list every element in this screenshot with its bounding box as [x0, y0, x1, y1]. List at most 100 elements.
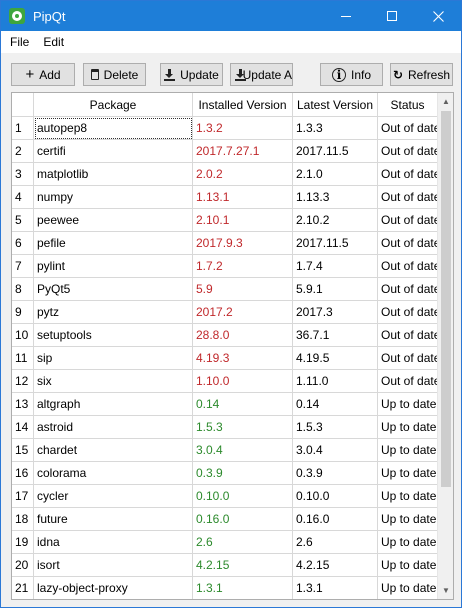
latest-version-cell[interactable]: 1.13.3 [293, 186, 378, 209]
refresh-button[interactable]: ↻ Refresh [390, 63, 453, 86]
installed-version-cell[interactable]: 1.3.2 [193, 117, 293, 140]
table-row[interactable]: 12 six 1.10.0 1.11.0 Out of date [12, 370, 438, 393]
add-button[interactable]: + Add [11, 63, 75, 86]
installed-version-cell[interactable]: 3.0.4 [193, 439, 293, 462]
vertical-scrollbar[interactable]: ▲ ▼ [437, 93, 453, 599]
close-button[interactable] [415, 1, 461, 31]
installed-version-cell[interactable]: 2017.9.3 [193, 232, 293, 255]
package-name-cell[interactable]: chardet [34, 439, 193, 462]
installed-version-cell[interactable]: 0.10.0 [193, 485, 293, 508]
status-cell[interactable]: Up to date [378, 531, 438, 554]
installed-version-cell[interactable]: 5.9 [193, 278, 293, 301]
installed-version-cell[interactable]: 2.6 [193, 531, 293, 554]
table-row[interactable]: 3 matplotlib 2.0.2 2.1.0 Out of date [12, 163, 438, 186]
status-cell[interactable]: Out of date [378, 232, 438, 255]
package-table[interactable]: Package Installed Version Latest Version… [11, 92, 454, 600]
latest-version-cell[interactable]: 1.11.0 [293, 370, 378, 393]
installed-version-cell[interactable]: 0.16.0 [193, 508, 293, 531]
package-name-cell[interactable]: idna [34, 531, 193, 554]
table-row[interactable]: 8 PyQt5 5.9 5.9.1 Out of date [12, 278, 438, 301]
package-name-cell[interactable]: six [34, 370, 193, 393]
latest-version-cell[interactable]: 3.0.4 [293, 439, 378, 462]
table-row[interactable]: 16 colorama 0.3.9 0.3.9 Up to date [12, 462, 438, 485]
latest-version-cell[interactable]: 5.9.1 [293, 278, 378, 301]
latest-version-cell[interactable]: 36.7.1 [293, 324, 378, 347]
package-name-cell[interactable]: certifi [34, 140, 193, 163]
status-cell[interactable]: Out of date [378, 209, 438, 232]
latest-version-cell[interactable]: 2.6 [293, 531, 378, 554]
installed-version-cell[interactable]: 1.3.1 [193, 577, 293, 599]
installed-version-cell[interactable]: 1.10.0 [193, 370, 293, 393]
package-name-cell[interactable]: setuptools [34, 324, 193, 347]
package-name-cell[interactable]: pytz [34, 301, 193, 324]
package-name-cell[interactable]: altgraph [34, 393, 193, 416]
latest-version-cell[interactable]: 2.1.0 [293, 163, 378, 186]
status-cell[interactable]: Up to date [378, 416, 438, 439]
package-name-cell[interactable]: PyQt5 [34, 278, 193, 301]
status-cell[interactable]: Out of date [378, 324, 438, 347]
package-name-cell[interactable]: numpy [34, 186, 193, 209]
status-cell[interactable]: Out of date [378, 255, 438, 278]
table-row[interactable]: 14 astroid 1.5.3 1.5.3 Up to date [12, 416, 438, 439]
table-row[interactable]: 4 numpy 1.13.1 1.13.3 Out of date [12, 186, 438, 209]
status-cell[interactable]: Up to date [378, 554, 438, 577]
installed-version-cell[interactable]: 28.8.0 [193, 324, 293, 347]
latest-version-cell[interactable]: 1.7.4 [293, 255, 378, 278]
status-cell[interactable]: Up to date [378, 485, 438, 508]
installed-version-cell[interactable]: 2017.2 [193, 301, 293, 324]
package-name-cell[interactable]: autopep8 [34, 117, 193, 140]
table-row[interactable]: 18 future 0.16.0 0.16.0 Up to date [12, 508, 438, 531]
scroll-up-icon[interactable]: ▲ [442, 97, 450, 106]
status-cell[interactable]: Out of date [378, 186, 438, 209]
table-row[interactable]: 2 certifi 2017.7.27.1 2017.11.5 Out of date [12, 140, 438, 163]
menu-edit[interactable]: Edit [43, 35, 65, 49]
status-cell[interactable]: Out of date [378, 140, 438, 163]
latest-version-cell[interactable]: 1.3.1 [293, 577, 378, 599]
installed-version-cell[interactable]: 2.0.2 [193, 163, 293, 186]
package-name-cell[interactable]: astroid [34, 416, 193, 439]
package-name-cell[interactable]: lazy-object-proxy [34, 577, 193, 599]
table-row[interactable]: 6 pefile 2017.9.3 2017.11.5 Out of date [12, 232, 438, 255]
update-button[interactable]: Update [160, 63, 223, 86]
update-all-button[interactable]: Update A [230, 63, 293, 86]
table-row[interactable]: 20 isort 4.2.15 4.2.15 Up to date [12, 554, 438, 577]
status-cell[interactable]: Up to date [378, 393, 438, 416]
status-cell[interactable]: Out of date [378, 370, 438, 393]
installed-version-cell[interactable]: 1.7.2 [193, 255, 293, 278]
installed-version-cell[interactable]: 2.10.1 [193, 209, 293, 232]
header-installed-version[interactable]: Installed Version [193, 93, 293, 116]
package-name-cell[interactable]: pefile [34, 232, 193, 255]
latest-version-cell[interactable]: 4.2.15 [293, 554, 378, 577]
latest-version-cell[interactable]: 2.10.2 [293, 209, 378, 232]
installed-version-cell[interactable]: 4.2.15 [193, 554, 293, 577]
status-cell[interactable]: Up to date [378, 439, 438, 462]
status-cell[interactable]: Up to date [378, 577, 438, 599]
latest-version-cell[interactable]: 2017.11.5 [293, 140, 378, 163]
info-button[interactable]: i Info [320, 63, 383, 86]
table-row[interactable]: 19 idna 2.6 2.6 Up to date [12, 531, 438, 554]
status-cell[interactable]: Out of date [378, 163, 438, 186]
menu-file[interactable]: File [10, 35, 30, 49]
header-row-number[interactable] [12, 93, 34, 116]
table-row[interactable]: 1 autopep8 1.3.2 1.3.3 Out of date [12, 117, 438, 140]
status-cell[interactable]: Up to date [378, 462, 438, 485]
package-name-cell[interactable]: colorama [34, 462, 193, 485]
latest-version-cell[interactable]: 2017.11.5 [293, 232, 378, 255]
table-row[interactable]: 10 setuptools 28.8.0 36.7.1 Out of date [12, 324, 438, 347]
header-latest-version[interactable]: Latest Version [293, 93, 378, 116]
installed-version-cell[interactable]: 1.5.3 [193, 416, 293, 439]
latest-version-cell[interactable]: 1.5.3 [293, 416, 378, 439]
latest-version-cell[interactable]: 2017.3 [293, 301, 378, 324]
table-row[interactable]: 7 pylint 1.7.2 1.7.4 Out of date [12, 255, 438, 278]
table-row[interactable]: 11 sip 4.19.3 4.19.5 Out of date [12, 347, 438, 370]
table-row[interactable]: 5 peewee 2.10.1 2.10.2 Out of date [12, 209, 438, 232]
installed-version-cell[interactable]: 4.19.3 [193, 347, 293, 370]
table-row[interactable]: 21 lazy-object-proxy 1.3.1 1.3.1 Up to date [12, 577, 438, 599]
installed-version-cell[interactable]: 2017.7.27.1 [193, 140, 293, 163]
latest-version-cell[interactable]: 0.10.0 [293, 485, 378, 508]
title-bar[interactable]: PipQt [1, 1, 461, 31]
latest-version-cell[interactable]: 1.3.3 [293, 117, 378, 140]
table-row[interactable]: 15 chardet 3.0.4 3.0.4 Up to date [12, 439, 438, 462]
package-name-cell[interactable]: cycler [34, 485, 193, 508]
status-cell[interactable]: Out of date [378, 347, 438, 370]
